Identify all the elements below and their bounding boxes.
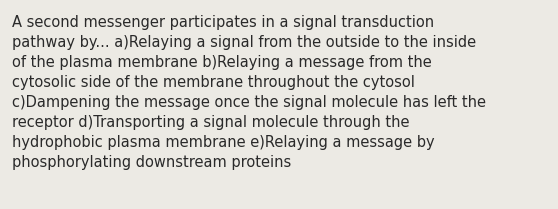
Text: A second messenger participates in a signal transduction
pathway by... a)Relayin: A second messenger participates in a sig… <box>12 15 486 170</box>
